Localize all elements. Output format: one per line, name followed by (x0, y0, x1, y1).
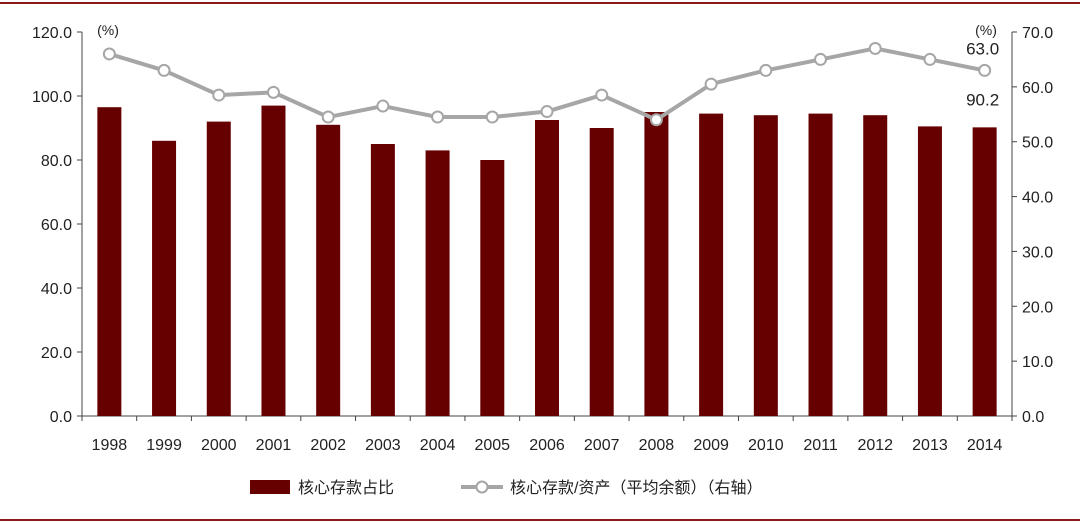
y-right-unit: (%) (975, 22, 997, 38)
bar (261, 105, 286, 416)
bottom-frame-rule (0, 519, 1080, 521)
bar (644, 112, 669, 416)
x-tick-label: 2007 (584, 437, 620, 454)
line-point (376, 99, 390, 113)
line-point (102, 47, 116, 61)
line-point (540, 105, 554, 119)
x-tick-label: 2002 (310, 437, 346, 454)
data-label-line-last: 63.0 (966, 39, 999, 58)
bar (863, 115, 888, 416)
x-tick-label: 2012 (857, 437, 893, 454)
y-left-tick-label: 100.0 (32, 89, 72, 106)
x-tick-label: 2009 (693, 437, 729, 454)
x-tick-label: 1998 (92, 437, 128, 454)
line-point (595, 88, 609, 102)
legend-swatch-marker (475, 480, 489, 494)
legend-label-bar: 核心存款占比 (298, 479, 394, 497)
line-point (814, 52, 828, 66)
y-right-tick-label: 30.0 (1022, 244, 1053, 261)
y-left-unit: (%) (97, 22, 119, 38)
y-right-tick-label: 10.0 (1022, 354, 1053, 371)
bar (480, 160, 505, 416)
bar (425, 150, 450, 416)
y-left-tick-label: 0.0 (50, 409, 72, 426)
bar (535, 120, 559, 416)
bar (206, 121, 231, 416)
y-left-tick-label: 60.0 (41, 217, 72, 234)
y-right-tick-label: 60.0 (1022, 80, 1053, 97)
y-left-tick-label: 20.0 (41, 345, 72, 362)
bar (808, 113, 833, 416)
top-frame-rule (0, 2, 1080, 4)
legend-swatch-bar (250, 480, 290, 494)
line-point (923, 52, 937, 66)
data-label-bar-last: 90.2 (966, 90, 999, 109)
bar (972, 127, 997, 417)
bar (370, 144, 395, 416)
y-right-tick-label: 70.0 (1022, 25, 1053, 42)
x-tick-label: 2013 (912, 437, 948, 454)
line-point (266, 85, 280, 99)
y-right-tick-label: 50.0 (1022, 135, 1053, 152)
y-left-tick-label: 40.0 (41, 281, 72, 298)
x-tick-label: 2003 (365, 437, 401, 454)
line-point (759, 63, 773, 77)
x-tick-label: 2008 (639, 437, 675, 454)
y-left-tick-label: 120.0 (32, 25, 72, 42)
line-point (649, 113, 663, 127)
legend-label-line: 核心存款/资产（平均余额）（右轴） (510, 478, 762, 497)
x-tick-label: 2006 (529, 437, 565, 454)
x-tick-label: 2010 (748, 437, 784, 454)
line-point (704, 77, 718, 91)
bar (97, 107, 122, 416)
bar (152, 140, 177, 417)
x-tick-label: 2000 (201, 437, 237, 454)
x-tick-label: 2005 (474, 437, 510, 454)
line-point (157, 63, 171, 77)
bar (753, 115, 778, 416)
y-right-tick-label: 20.0 (1022, 299, 1053, 316)
y-right-tick-label: 40.0 (1022, 190, 1053, 207)
y-left-tick-label: 80.0 (41, 153, 72, 170)
x-tick-label: 2014 (967, 437, 1003, 454)
line-point (212, 88, 226, 102)
bar (699, 113, 724, 416)
line-point (978, 63, 992, 77)
line-point (321, 110, 335, 124)
x-tick-label: 2011 (803, 437, 838, 454)
y-right-tick-label: 0.0 (1022, 409, 1044, 426)
x-tick-label: 2001 (256, 437, 292, 454)
line-point (868, 41, 882, 55)
x-tick-label: 1999 (146, 437, 182, 454)
bar (917, 126, 942, 417)
line-point (485, 110, 499, 124)
line-point (431, 110, 445, 124)
x-tick-label: 2004 (420, 437, 456, 454)
bar (316, 124, 341, 417)
bar (589, 128, 614, 416)
